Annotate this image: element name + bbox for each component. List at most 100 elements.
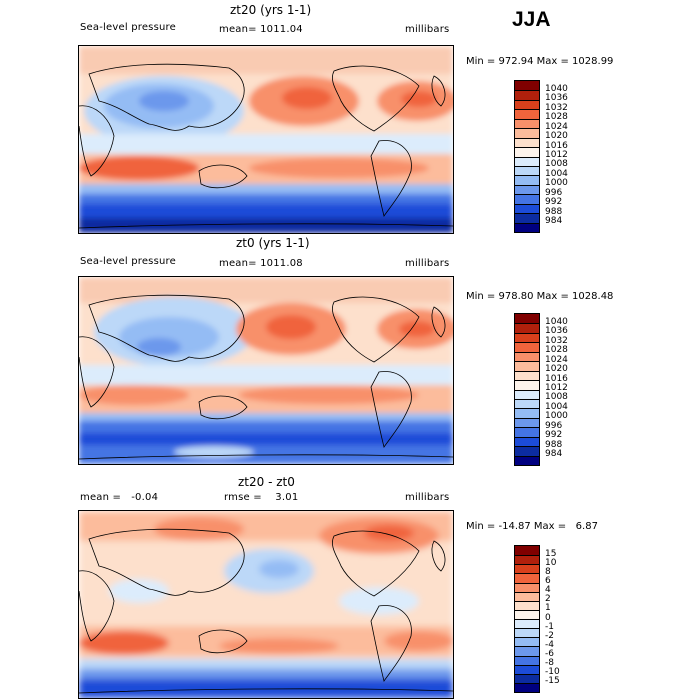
panel1-colorbar-level-label: 1032 [545,102,568,113]
panel3-units-label: millibars [405,492,450,503]
panel2-colorbar-swatch [515,398,539,409]
panel3-colorbar-level-label: 15 [545,548,557,559]
panel1-europe-outline [431,75,446,107]
panel3-colorbar-level-label: 1 [545,603,551,614]
panel2-southern-band-2 [79,421,453,435]
panel1-arctic-band [79,46,453,74]
panel3-colorbar-level-label: 8 [545,566,551,577]
panel3-colorbar-swatch [515,591,539,601]
panel2-colorbar-swatch [515,427,539,437]
panel2-colorbar [514,313,540,466]
panel2-colorbar-swatch [515,361,539,371]
panel3-colorbar-swatch [515,655,539,665]
panel3-colorbar-swatch [515,582,539,592]
panel1-colorbar-swatch [515,90,539,100]
panel2-map [78,276,454,465]
panel3-colorbar-level-label: 2 [545,594,551,605]
panel2-colorbar-level-label: 1012 [545,383,568,393]
panel1-colorbar-swatch [515,222,539,232]
panel1-atlantic-high-core [401,91,437,107]
panel1-australia-outline [198,164,248,189]
panel2-colorbar-level-label: 1020 [545,364,568,375]
panel3-atlantic-south-increase [384,631,453,651]
panel2-colorbar-swatch [515,314,539,324]
panel3-title: zt20 - zt0 [238,475,295,489]
panel3-colorbar-level-label: 6 [545,576,551,586]
panel1-southern-band-3 [79,204,453,220]
panel1-colorbar [514,80,540,233]
panel1-eurasia-outline [88,63,245,131]
panel2-colorbar-level-label: 1040 [545,316,568,327]
panel3-antarctic-decrease [79,679,453,698]
panel2-colorbar-swatch [515,323,539,333]
panel2-colorbar-swatch [515,342,539,352]
panel3-colorbar-level-label: 10 [545,557,557,568]
panel2-colorbar-swatch [515,351,539,362]
panel3-colorbar [514,545,540,693]
panel3-indian-ocean-increase [79,631,169,655]
panel1-map [78,45,454,234]
panel1-pacific-high-core [282,87,332,109]
panel2-variable-label: Sea-level pressure [80,256,176,267]
panel2-south-pacific-high [239,386,419,404]
panel1-colorbar-level-label: 1016 [545,140,568,151]
panel2-eurasia-outline [88,294,245,362]
panel1-colorbar-level-label: 1028 [545,112,568,123]
panel3-pacific-south-increase [219,638,339,654]
panel3-colorbar-swatch [515,628,539,638]
panel2-colorbar-swatch [515,380,539,390]
panel1-variable-label: Sea-level pressure [80,22,176,33]
panel1-colorbar-swatch [515,156,539,166]
panel1-colorbar-swatch [515,175,539,185]
panel3-colorbar-swatch [515,555,539,565]
panel1-south-pacific-high [249,158,429,178]
panel3-eurasia-increase [154,517,244,541]
panel3-colorbar-swatch [515,546,539,556]
panel2-colorbar-level-label: 1004 [545,401,568,412]
panel3-colorbar-level-label: -4 [545,639,554,650]
panel2-equatorial-band [79,365,453,385]
panel1-colorbar-level-label: 984 [545,216,563,227]
panel1-colorbar-swatch [515,147,539,157]
panel2-asian-low-core [137,338,181,356]
panel3-colorbar-level-label: 4 [545,585,551,596]
panel2-colorbar-level-label: 1016 [545,373,568,384]
panel1-asian-low-core [139,91,189,111]
panel3-south-america-outline [370,605,412,682]
panel2-colorbar-swatch [515,370,539,381]
panel3-eurasia-outline [88,528,245,596]
panel1-equatorial-band [79,134,453,156]
panel1-colorbar-swatch [515,109,539,119]
panel1-colorbar-level-label: 1036 [545,93,568,104]
panel2-colorbar-level-label: 992 [545,430,563,441]
panel3-colorbar-swatch [515,564,539,574]
panel2-colorbar-level-label: 988 [545,439,563,450]
panel3-colorbar-swatch [515,637,539,647]
panel1-coastlines [79,63,453,229]
panel3-map [78,510,454,699]
panel3-pacific-decrease-core [259,560,299,578]
panel1-colorbar-level-label: 988 [545,206,563,217]
panel3-coastlines [79,528,453,694]
panel1-indian-high [79,156,199,180]
panel1-north-america-outline [332,65,420,132]
panel1-colorbar-swatch [515,203,539,214]
panel1-colorbar-swatch [515,213,539,223]
panel1-units-label: millibars [405,24,450,35]
panel2-colorbar-swatch [515,417,539,428]
panel3-minmax-label: Min = -14.87 Max = 6.87 [466,521,598,532]
panel3-colorbar-level-label: -2 [545,630,554,641]
panel1-colorbar-level-label: 1024 [545,121,568,132]
panel1-colorbar-level-label: 1020 [545,131,568,142]
panel1-southern-band-1 [79,184,453,196]
panel2-colorbar-swatch [515,436,539,447]
panel2-title: zt0 (yrs 1-1) [236,236,310,250]
panel2-colorbar-level-label: 1036 [545,326,568,337]
panel2-southern-band-3 [79,433,453,447]
panel1-colorbar-level-label: 1012 [545,150,568,160]
panel2-antarctic-band [79,445,453,464]
panel2-coastlines [79,294,453,460]
panel1-colorbar-level-label: 1040 [545,83,568,94]
panel3-colorbar-swatch [515,609,539,619]
panel2-colorbar-swatch [515,408,539,418]
